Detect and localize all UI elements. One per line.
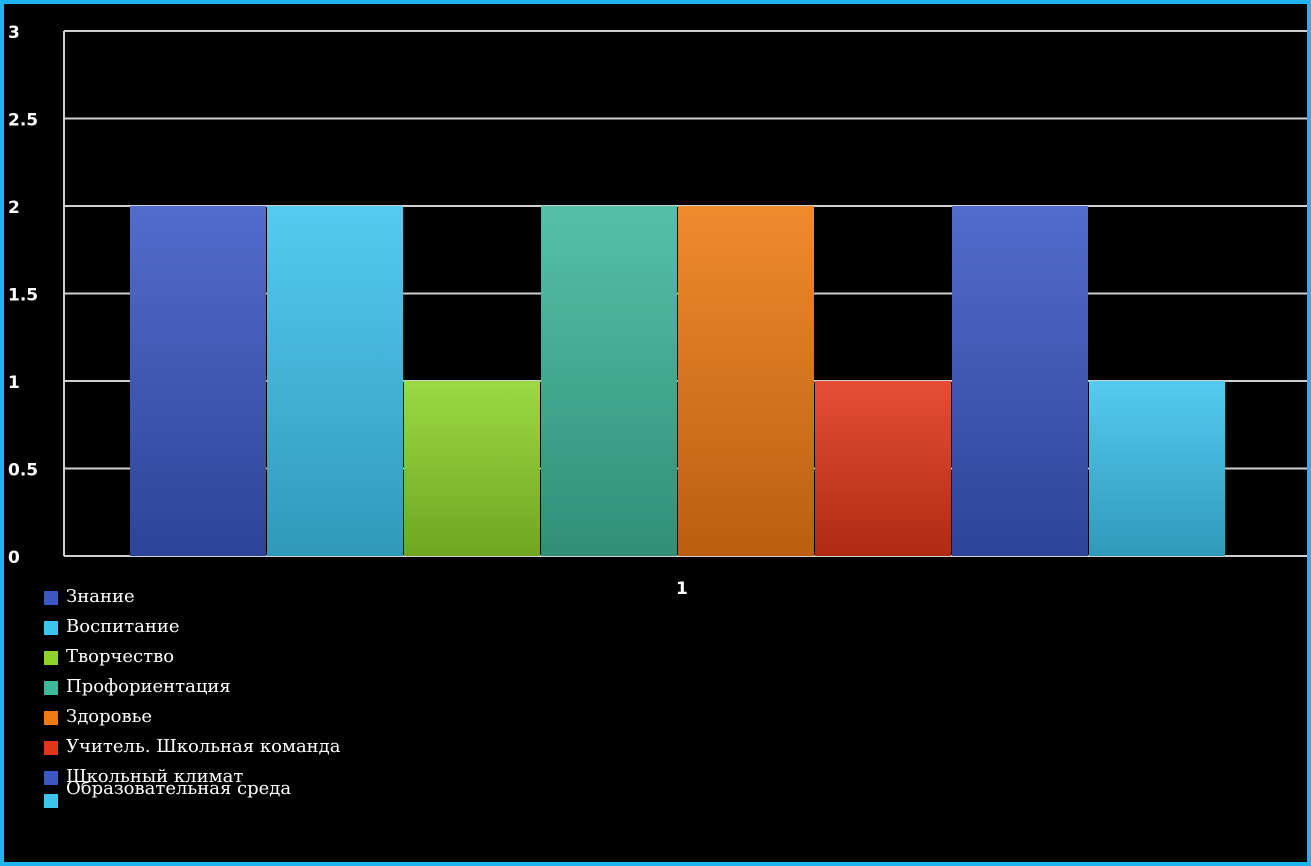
legend-label: Учитель. Школьная команда	[66, 736, 341, 757]
y-tick-label: 2.5	[8, 111, 38, 131]
legend-swatch	[44, 681, 58, 695]
bar	[267, 206, 403, 556]
bar	[952, 206, 1088, 556]
y-tick-label: 1.5	[8, 286, 38, 306]
bar	[541, 206, 677, 556]
bar-chart: 0 0.5 1 1.5 2 2.5 3 1	[8, 23, 1307, 599]
legend-swatch	[44, 771, 58, 785]
legend-label: Профориентация	[66, 676, 231, 697]
bar	[1089, 381, 1225, 556]
bars	[130, 206, 1225, 556]
bar	[815, 381, 951, 556]
legend-swatch	[44, 741, 58, 755]
legend-swatch	[44, 711, 58, 725]
bar	[678, 206, 814, 556]
legend-label: Образовательная среда	[66, 778, 292, 799]
y-tick-label: 0.5	[8, 461, 38, 481]
legend-swatch	[44, 794, 58, 808]
y-tick-label: 0	[8, 548, 20, 568]
chart-panel: 0 0.5 1 1.5 2 2.5 3 1 Знание Воспитание Творчеств…	[4, 4, 1307, 862]
legend-swatch	[44, 651, 58, 665]
x-tick-label: 1	[676, 579, 688, 599]
legend-swatch	[44, 591, 58, 605]
tick-labels: 0 0.5 1 1.5 2 2.5 3 1	[8, 23, 688, 599]
legend-label: Воспитание	[66, 616, 180, 637]
y-tick-label: 2	[8, 198, 20, 218]
y-tick-label: 3	[8, 23, 20, 43]
legend-label: Творчество	[66, 646, 175, 667]
legend-label: Здоровье	[66, 706, 153, 727]
legend-label: Знание	[66, 586, 135, 607]
bar	[404, 381, 540, 556]
legend-swatch	[44, 621, 58, 635]
bar	[130, 206, 266, 556]
legend-label: Школьный климат	[66, 766, 244, 787]
y-tick-label: 1	[8, 373, 20, 393]
